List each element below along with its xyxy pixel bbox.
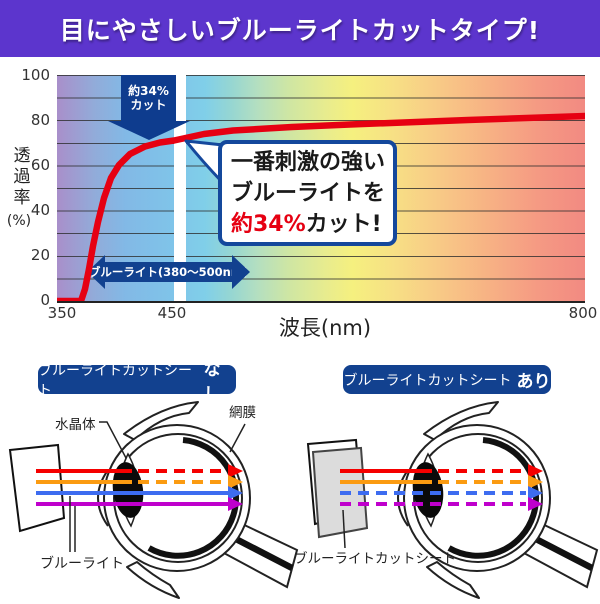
ray-red <box>36 464 243 478</box>
optic-nerve-stripe <box>532 535 594 571</box>
down-arrow-head <box>108 121 190 140</box>
retina-label-line <box>229 423 246 453</box>
callout-box: 一番刺激の強い ブルーライトを 約34%カット! <box>218 140 397 246</box>
y-tick-20: 20 <box>30 246 50 264</box>
callout-line2: ブルーライトを <box>231 180 386 206</box>
page-title: 目にやさしいブルーライトカットタイプ! <box>59 15 541 45</box>
ray-orange <box>340 475 543 489</box>
x-tick-450: 450 <box>157 304 187 322</box>
inferior-muscle <box>426 561 480 599</box>
y-tick-0: 0 <box>40 291 50 309</box>
sheet-label: ブルーライトカットシート <box>294 551 456 567</box>
lens-label-line <box>99 421 127 459</box>
superior-muscle <box>423 401 499 441</box>
badge-right-text: ブルーライトカットシート <box>343 372 512 389</box>
ray-blue <box>36 486 243 500</box>
eye-anatomy-svg-left <box>8 401 299 599</box>
sheet-label-line <box>342 509 346 549</box>
lens-label: 水晶体 <box>55 417 96 433</box>
cornea-arc <box>97 469 109 527</box>
retina-label: 網膜 <box>229 405 256 421</box>
badge-without-sheet: ブルーライトカットシート なし <box>38 360 236 405</box>
y-axis-unit: (%) <box>6 213 32 229</box>
y-tick-60: 60 <box>30 156 50 174</box>
ray-red <box>340 464 543 478</box>
cut-arrow-line2: カット <box>130 98 167 112</box>
superior-muscle <box>123 401 199 441</box>
eye-anatomy-svg-right <box>306 401 599 599</box>
ray-blue <box>340 486 543 500</box>
x-tick-800: 800 <box>568 304 598 322</box>
y-tick-80: 80 <box>30 111 50 129</box>
range-arrow-shaft: ブルーライト(380〜500nm) <box>89 262 248 282</box>
cut-arrow-line1: 約34% <box>128 84 169 98</box>
inferior-muscle <box>126 561 180 599</box>
callout-line3-suffix: カット! <box>305 211 382 237</box>
badge-left-suffix: なし <box>203 359 221 405</box>
eye-diagram-with-sheet: ブルーライトカットシート <box>294 400 600 604</box>
x-tick-350: 350 <box>47 304 77 322</box>
range-arrow-label: ブルーライト(380〜500nm) <box>88 265 249 279</box>
y-tick-100: 100 <box>21 66 50 84</box>
retina-arc <box>147 437 239 559</box>
x-axis-label: 波長(nm) <box>278 316 372 340</box>
sclera-inner <box>413 433 543 563</box>
transmittance-curve <box>57 112 585 301</box>
bluelight-label: ブルーライト <box>40 556 124 572</box>
y-tick-40: 40 <box>30 201 50 219</box>
ray-purple <box>340 497 543 511</box>
sclera-inner <box>113 433 243 563</box>
badge-right-suffix: あり <box>516 372 551 392</box>
eye-diagram-without-sheet: 水晶体 網膜 ブルーライト <box>0 400 300 604</box>
range-arrow-right-head <box>232 255 250 289</box>
y-axis-label: 透過率 (%) <box>6 146 32 229</box>
retina-arc <box>447 437 539 559</box>
badge-left-text: ブルーライトカットシート <box>38 362 192 399</box>
cornea-arc <box>397 469 409 527</box>
callout-line1: 一番刺激の強い <box>231 149 386 175</box>
transmittance-chart: 約34% カット ブルーライト(380〜500nm) 一番刺激の強い ブルーライ… <box>57 75 585 303</box>
y-axis-label-text: 透過率 <box>9 146 30 209</box>
callout-line3-red: 約34% <box>231 211 306 237</box>
down-arrow-shaft: 約34% カット <box>121 75 176 121</box>
optic-nerve-stripe <box>232 535 294 571</box>
screen-shape <box>8 443 66 533</box>
header-banner: 目にやさしいブルーライトカットタイプ! <box>0 0 600 57</box>
callout-line3: 約34%カット! <box>231 209 393 240</box>
ray-purple <box>36 497 243 511</box>
badge-with-sheet: ブルーライトカットシート あり <box>343 365 551 394</box>
ray-orange <box>36 475 243 489</box>
cut-percentage-down-arrow: 約34% カット <box>108 75 218 140</box>
